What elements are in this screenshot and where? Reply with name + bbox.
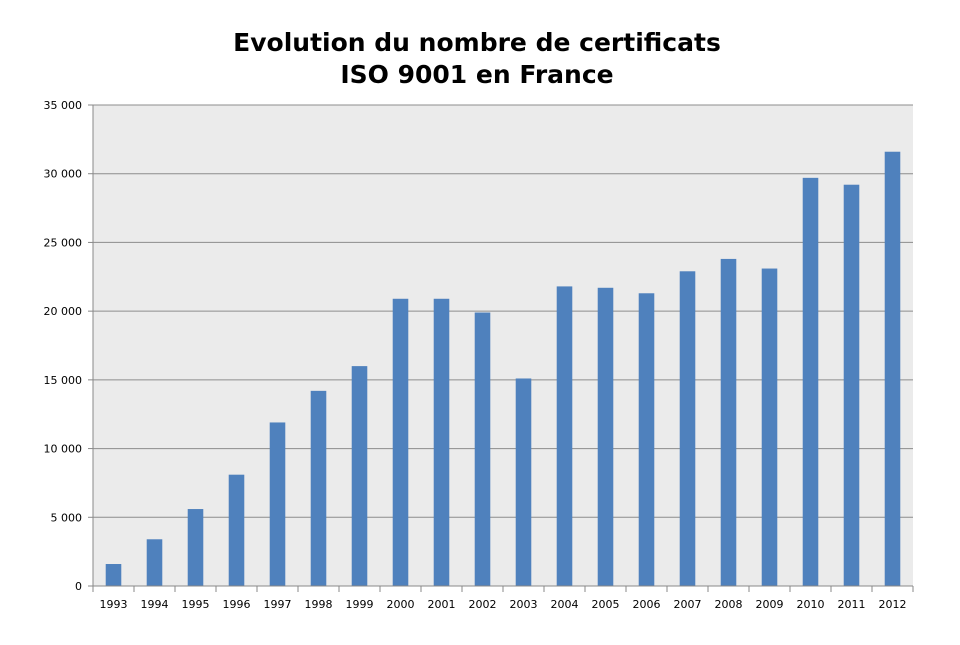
x-tick-label: 2008 xyxy=(715,598,743,611)
bar xyxy=(556,286,573,586)
x-tick-label: 2006 xyxy=(633,598,661,611)
x-tick-label: 2012 xyxy=(879,598,907,611)
x-tick-label: 2011 xyxy=(838,598,866,611)
bar xyxy=(679,271,696,586)
x-tick-label: 1998 xyxy=(305,598,333,611)
bar xyxy=(720,258,737,586)
bar xyxy=(638,293,655,586)
x-tick-label: 2010 xyxy=(797,598,825,611)
bar xyxy=(228,474,245,586)
bars xyxy=(105,151,901,587)
x-tick-label: 2009 xyxy=(756,598,784,611)
y-tick-label: 30 000 xyxy=(44,168,83,181)
x-tick-label: 1996 xyxy=(223,598,251,611)
bar xyxy=(474,312,491,586)
x-tick-label: 1995 xyxy=(182,598,210,611)
bar xyxy=(884,151,901,586)
bar xyxy=(597,287,614,586)
bar xyxy=(802,177,819,586)
bar xyxy=(105,564,122,586)
y-tick-label: 20 000 xyxy=(44,305,83,318)
axes xyxy=(92,105,913,587)
plot-area xyxy=(93,105,913,586)
x-tick-label: 1994 xyxy=(141,598,169,611)
bar xyxy=(843,184,860,587)
y-axis-ticks: 0 5 000 10 000 15 000 20 000 25 000 30 000 35 0… xyxy=(44,99,93,593)
bar xyxy=(761,268,778,586)
bar xyxy=(351,366,368,586)
bar xyxy=(310,390,327,586)
chart-title-line-2: ISO 9001 en France xyxy=(340,60,613,89)
bar xyxy=(433,298,450,586)
x-tick-label: 2001 xyxy=(428,598,456,611)
x-tick-label: 2000 xyxy=(387,598,415,611)
bar xyxy=(392,298,409,586)
bar xyxy=(515,378,532,586)
x-tick-label: 2004 xyxy=(551,598,579,611)
chart-title-line-1: Evolution du nombre de certificats xyxy=(233,28,721,57)
bar xyxy=(269,422,286,586)
y-tick-label: 0 xyxy=(75,580,82,593)
gridlines xyxy=(93,104,913,518)
x-tick-label: 2003 xyxy=(510,598,538,611)
y-tick-label: 15 000 xyxy=(44,374,83,387)
y-tick-label: 5 000 xyxy=(51,511,83,524)
y-tick-label: 25 000 xyxy=(44,236,83,249)
x-tick-label: 2002 xyxy=(469,598,497,611)
y-tick-label: 35 000 xyxy=(44,99,83,112)
x-tick-label: 1999 xyxy=(346,598,374,611)
x-tick-label: 1997 xyxy=(264,598,292,611)
x-tick-label: 2007 xyxy=(674,598,702,611)
x-tick-label: 2005 xyxy=(592,598,620,611)
bar xyxy=(146,539,163,586)
x-axis-ticks: 1993 1994 1995 1996 1997 1998 1999 2000 2001 2002… xyxy=(92,586,914,611)
y-tick-label: 10 000 xyxy=(44,443,83,456)
x-tick-label: 1993 xyxy=(100,598,128,611)
bar xyxy=(187,509,204,586)
